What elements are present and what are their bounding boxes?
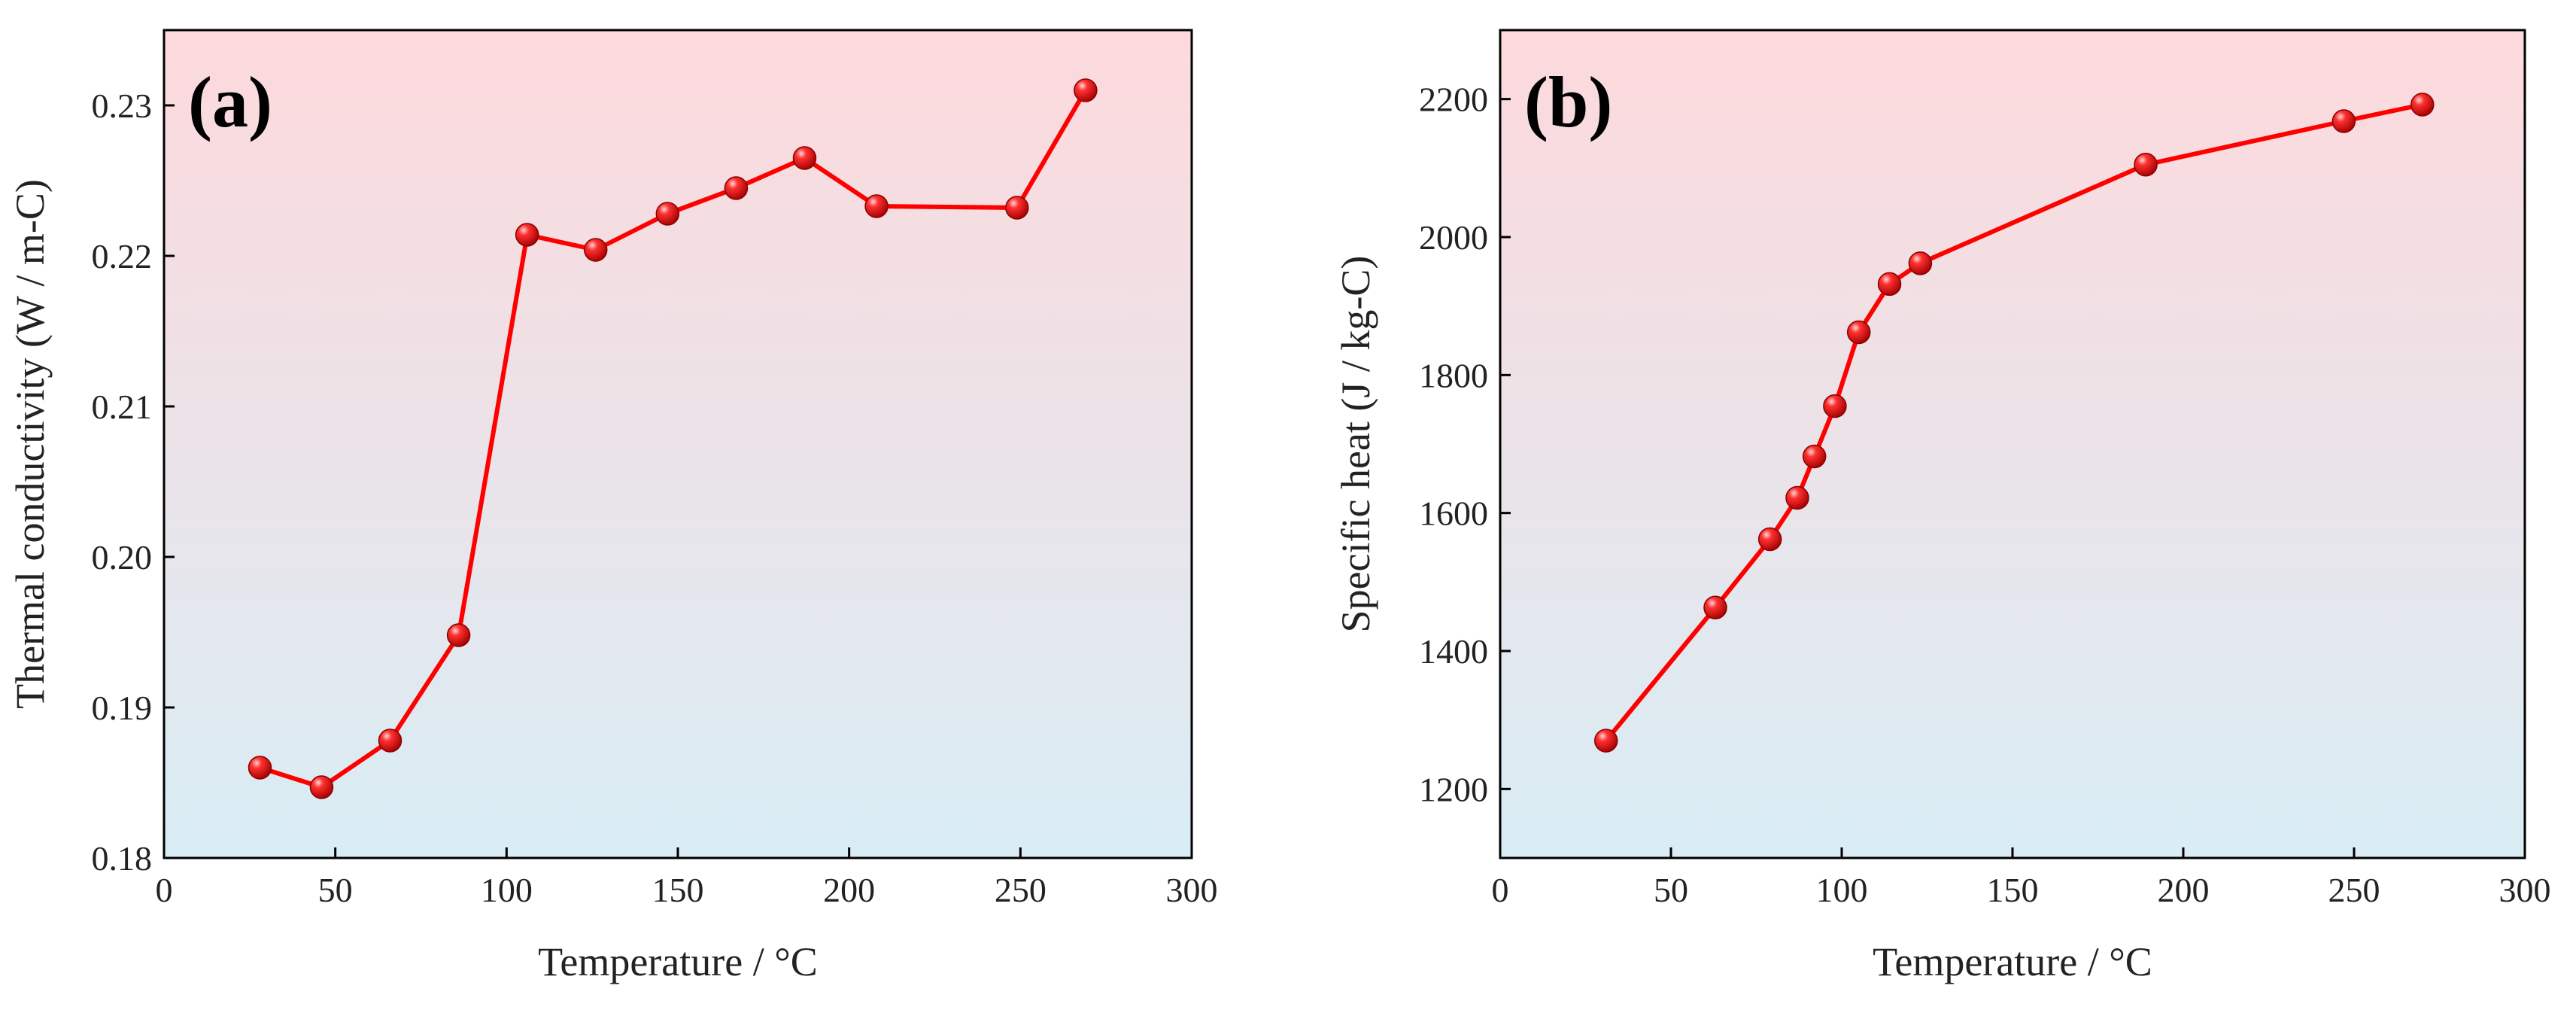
y-axis-title-a: Thermal conductivity (W / m-C) (8, 179, 53, 709)
data-point-a (1005, 196, 1029, 220)
panel-label-b: (b) (1524, 62, 1612, 142)
data-point-a (583, 238, 608, 262)
data-point-a (309, 775, 334, 799)
data-point-b (1877, 272, 1902, 297)
series-line-b (1604, 102, 2423, 743)
y-axis-title-b: Specific heat (J / kg-C) (1333, 256, 1378, 633)
data-point-b (2331, 109, 2356, 133)
data-point-a (378, 729, 402, 753)
plot-area-b (1500, 30, 2525, 858)
x-tick-label-b: 0 (1492, 871, 1509, 909)
y-tick-label-b: 1400 (1419, 632, 1488, 671)
x-tick-label-a: 200 (823, 871, 875, 909)
plot-area-a (164, 30, 1192, 858)
x-axis-title-a: Temperature / °C (538, 939, 818, 984)
y-tick-label-a: 0.23 (92, 87, 153, 125)
x-tick-label-a: 300 (1166, 871, 1218, 909)
chart-panel-b: 0 50 100 150 200 250 300 1200 1400 1600 1800 2000 22… (1333, 29, 2551, 984)
data-point-a (864, 194, 889, 218)
series-line-a (259, 89, 1088, 789)
data-point-b (2410, 93, 2435, 117)
data-point-b (1802, 444, 1827, 469)
y-tick-label-a: 0.19 (92, 689, 153, 727)
panel-label-a: (a) (188, 62, 272, 142)
data-point-b (1593, 729, 1618, 753)
y-tick-label-b: 1800 (1419, 356, 1488, 394)
data-point-a (792, 146, 817, 170)
x-tick-label-a: 0 (156, 871, 173, 909)
y-tick-label-b: 1200 (1419, 770, 1488, 808)
chart-panel-a: 0 50 100 150 200 250 300 0.18 0.19 0.20 0.21 0.22 0.… (8, 29, 1218, 984)
data-point-b (2134, 153, 2158, 177)
data-point-a (724, 176, 749, 200)
data-point-a (1074, 78, 1098, 102)
x-tick-label-b: 300 (2499, 871, 2551, 909)
data-point-b (1908, 251, 1933, 275)
data-point-a (248, 756, 272, 780)
y-tick-label-b: 2200 (1419, 81, 1488, 119)
x-tick-label-a: 150 (652, 871, 704, 909)
data-point-a (446, 623, 471, 647)
y-tick-label-a: 0.22 (92, 237, 153, 275)
x-axis-title-b: Temperature / °C (1873, 939, 2152, 984)
x-tick-label-b: 150 (1987, 871, 2039, 909)
y-tick-label-b: 2000 (1419, 218, 1488, 257)
y-tick-label-a: 0.18 (92, 839, 153, 878)
data-point-b (1846, 320, 1871, 345)
data-point-b (1757, 527, 1782, 552)
x-tick-label-b: 250 (2328, 871, 2380, 909)
x-tick-label-b: 100 (1816, 871, 1868, 909)
data-point-b (1703, 595, 1727, 619)
x-tick-label-b: 50 (1654, 871, 1688, 909)
x-tick-label-a: 250 (995, 871, 1046, 909)
y-tick-label-a: 0.20 (92, 538, 153, 576)
data-point-b (1785, 485, 1809, 510)
y-tick-label-a: 0.21 (92, 388, 153, 426)
x-tick-label-a: 100 (481, 871, 533, 909)
axes-frame-b (1499, 29, 2526, 859)
x-tick-label-b: 200 (2158, 871, 2210, 909)
data-point-a (515, 223, 539, 247)
x-tick-label-a: 50 (318, 871, 353, 909)
axes-frame-a (163, 29, 1193, 859)
data-point-a (655, 202, 680, 226)
y-tick-label-b: 1600 (1419, 494, 1488, 533)
data-point-b (1823, 394, 1847, 418)
